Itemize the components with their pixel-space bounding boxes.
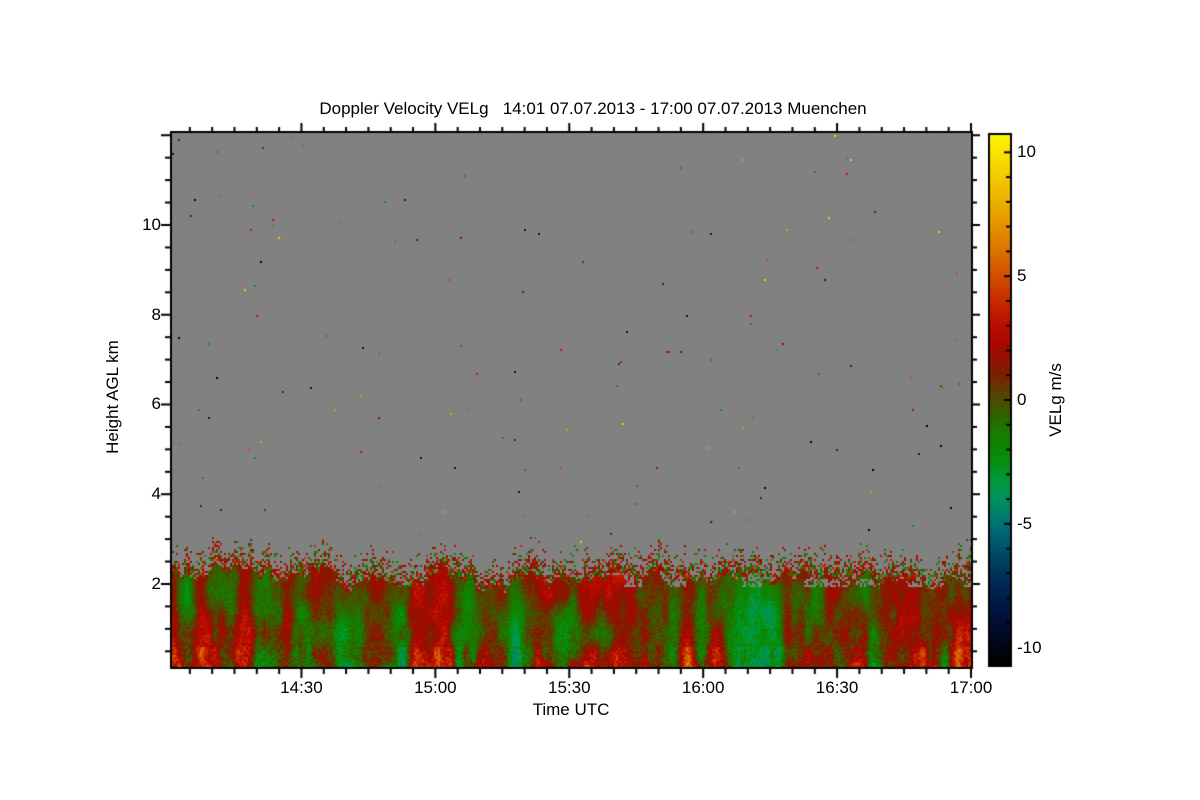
colorbar-tick-label: 10 [1017,142,1036,162]
x-tick-label: 15:30 [547,678,591,697]
x-axis-title: Time UTC [532,700,610,719]
colorbar-title: VELg m/s [1046,363,1065,437]
y-tick-label: 6 [151,394,161,414]
y-tick-label: 10 [142,214,161,234]
y-tick-label: 2 [151,573,161,593]
chart-title: Doppler Velocity VELg 14:01 07.07.2013 -… [319,99,867,118]
x-tick-label: 16:00 [681,678,725,697]
y-tick-label: 4 [151,484,161,504]
colorbar-tick-label: -10 [1017,637,1042,657]
y-axis-title: Height AGL km [103,340,122,454]
colorbar-tick-label: 5 [1017,266,1027,286]
x-tick-label: 17:00 [949,678,993,697]
colorbar-tick-label: 0 [1017,390,1027,409]
x-tick-label: 14:30 [280,678,323,697]
x-tick-label: 15:00 [414,678,457,697]
colorbar-tick-label: -5 [1017,513,1033,533]
y-tick-label: 8 [151,304,161,324]
x-tick-label: 16:30 [815,678,859,697]
